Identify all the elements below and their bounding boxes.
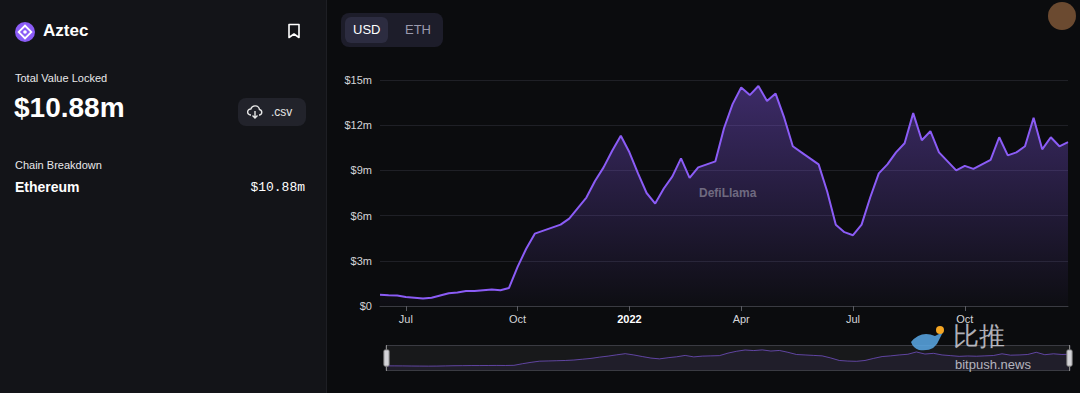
- svg-text:$0: $0: [360, 300, 372, 312]
- svg-text:Jul: Jul: [399, 313, 413, 325]
- svg-text:$9m: $9m: [351, 164, 372, 176]
- svg-text:Apr: Apr: [733, 313, 750, 325]
- svg-text:Jul: Jul: [846, 313, 860, 325]
- svg-text:Oct: Oct: [509, 313, 526, 325]
- svg-text:$15m: $15m: [344, 74, 372, 86]
- svg-text:Oct: Oct: [956, 313, 973, 325]
- svg-text:$3m: $3m: [351, 255, 372, 267]
- svg-text:$6m: $6m: [351, 210, 372, 222]
- svg-text:$12m: $12m: [344, 119, 372, 131]
- svg-text:2022: 2022: [617, 313, 641, 325]
